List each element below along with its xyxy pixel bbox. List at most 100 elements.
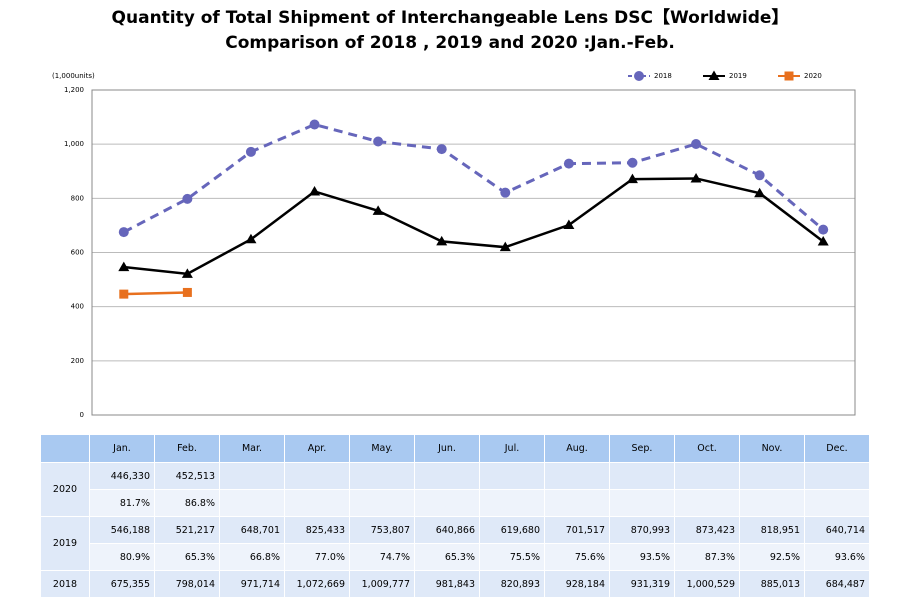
series-marker	[754, 170, 765, 181]
legend-marker	[634, 71, 644, 81]
table-cell: 648,701	[219, 516, 285, 544]
series-marker	[372, 205, 384, 215]
table-cell	[544, 462, 610, 490]
table-cell: 1,072,669	[284, 570, 350, 598]
series-marker	[436, 235, 448, 246]
table-cell: 521,217	[154, 516, 220, 544]
table-cell: 640,866	[414, 516, 480, 544]
table-cell: 873,423	[674, 516, 740, 544]
y-tick-label: 400	[71, 303, 84, 311]
series-marker	[500, 187, 511, 198]
table-cell: 818,951	[739, 516, 805, 544]
legend-label: 2020	[804, 72, 822, 80]
series-marker	[563, 158, 574, 169]
legend-label: 2018	[654, 72, 672, 80]
table-cell: 981,843	[414, 570, 480, 598]
month-header: Jan.	[89, 434, 155, 463]
series-marker	[690, 172, 702, 183]
table-cell	[739, 462, 805, 490]
table-cell: 65.3%	[414, 543, 480, 571]
table-cell: 820,893	[479, 570, 545, 598]
table-cell: 701,517	[544, 516, 610, 544]
table-cell: 1,000,529	[674, 570, 740, 598]
series-line	[123, 177, 824, 276]
series-marker	[182, 287, 192, 297]
data-table: Jan. Feb. Mar. Apr. May. Jun. Jul. Aug. Sep. Oct.…	[40, 434, 870, 598]
table-cell	[609, 489, 675, 517]
table-cell: 452,513	[154, 462, 220, 490]
series-marker	[118, 261, 130, 272]
y-tick-label: 1,000	[64, 140, 84, 148]
table-cell	[479, 462, 545, 490]
table-cell: 81.7%	[89, 489, 155, 517]
series-line	[123, 291, 188, 296]
table-cell: 65.3%	[154, 543, 220, 571]
series-line	[123, 122, 825, 234]
table-cell	[804, 462, 870, 490]
table-cell: 870,993	[609, 516, 675, 544]
table-cell	[414, 489, 480, 517]
table-cell	[674, 489, 740, 517]
table-cell: 546,188	[89, 516, 155, 544]
table-cell: 86.8%	[154, 489, 220, 517]
table-cell: 66.8%	[219, 543, 285, 571]
legend-label: 2019	[729, 72, 747, 80]
series-marker	[245, 233, 257, 244]
chart: Quantity of Total Shipment of Interchang…	[52, 7, 856, 419]
table-row: 80.9% 65.3% 66.8% 77.0% 74.7% 65.3% 75.5% 75.6%…	[41, 543, 870, 571]
table-cell: 798,014	[154, 570, 220, 598]
table-cell: 1,009,777	[349, 570, 415, 598]
table-cell: 92.5%	[739, 543, 805, 571]
table-cell	[219, 462, 285, 490]
table-cell: 77.0%	[284, 543, 350, 571]
month-header: Feb.	[154, 434, 220, 463]
table-cell: 80.9%	[89, 543, 155, 571]
month-header: Mar.	[219, 434, 285, 463]
table-cell: 87.3%	[674, 543, 740, 571]
table-cell: 75.6%	[544, 543, 610, 571]
month-header: Apr.	[284, 434, 350, 463]
table-cell	[609, 462, 675, 490]
table-cell: 93.6%	[804, 543, 870, 571]
table-cell	[544, 489, 610, 517]
table-cell: 640,714	[804, 516, 870, 544]
series-marker	[245, 146, 256, 157]
table-cell: 931,319	[609, 570, 675, 598]
month-header: Nov.	[739, 434, 805, 463]
year-cell: 2018	[40, 570, 90, 598]
legend-marker	[784, 71, 794, 81]
table-header-row: Jan. Feb. Mar. Apr. May. Jun. Jul. Aug. Sep. Oct.…	[40, 434, 870, 463]
table-cell: 825,433	[284, 516, 350, 544]
table-cell: 684,487	[804, 570, 870, 598]
series-marker	[691, 139, 702, 150]
year-cell: 2020	[40, 462, 90, 517]
month-header: Aug.	[544, 434, 610, 463]
series-marker	[309, 185, 321, 196]
month-header: Dec.	[804, 434, 870, 463]
table-cell: 928,184	[544, 570, 610, 598]
table-row: 2018 675,355 798,014 971,714 1,072,669 1,009,…	[40, 570, 870, 598]
table-cell	[349, 489, 415, 517]
table-row: 2020 446,330 452,513	[40, 462, 870, 517]
series-marker	[118, 227, 129, 238]
chart-subtitle: Comparison of 2018 , 2019 and 2020 :Jan.…	[225, 33, 675, 53]
series-marker	[817, 235, 829, 246]
table-cell: 93.5%	[609, 543, 675, 571]
series-marker	[181, 268, 193, 278]
table-cell	[284, 489, 350, 517]
y-tick-label: 800	[71, 194, 84, 202]
month-header: Sep.	[609, 434, 675, 463]
table-corner	[40, 434, 90, 463]
chart-title: Quantity of Total Shipment of Interchang…	[112, 7, 789, 28]
table-row: 2019 546,188 521,217 648,701 825,433 753,807 6…	[40, 516, 870, 571]
series-marker	[373, 136, 384, 147]
month-header: Jun.	[414, 434, 480, 463]
table-cell: 619,680	[479, 516, 545, 544]
month-header: Oct.	[674, 434, 740, 463]
series-marker	[119, 289, 129, 299]
table-cell	[674, 462, 740, 490]
month-header: May.	[349, 434, 415, 463]
y-tick-label: 600	[71, 249, 84, 257]
legend-marker	[708, 70, 720, 80]
